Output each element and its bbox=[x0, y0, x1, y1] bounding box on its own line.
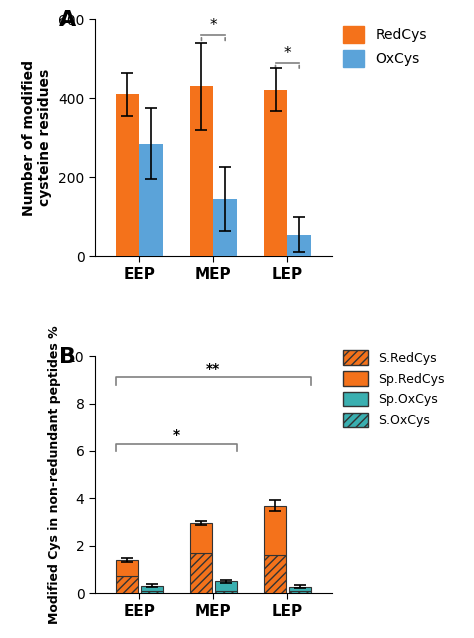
Text: A: A bbox=[59, 10, 76, 29]
Bar bbox=[116, 94, 139, 256]
Bar bbox=[264, 505, 286, 555]
Bar bbox=[190, 523, 212, 554]
Bar bbox=[190, 86, 213, 256]
Bar bbox=[116, 576, 138, 593]
Bar bbox=[215, 591, 237, 593]
Bar bbox=[289, 591, 311, 593]
Text: *: * bbox=[283, 46, 291, 61]
Bar bbox=[287, 235, 311, 256]
Y-axis label: Modified Cys in non-redundant peptides %: Modified Cys in non-redundant peptides % bbox=[48, 325, 61, 624]
Legend: RedCys, OxCys: RedCys, OxCys bbox=[344, 26, 427, 67]
Bar bbox=[215, 581, 237, 591]
Y-axis label: Number of modified
cysteine residues: Number of modified cysteine residues bbox=[22, 60, 53, 216]
Bar bbox=[141, 591, 163, 593]
Bar bbox=[116, 560, 138, 576]
Bar bbox=[289, 587, 311, 591]
Bar bbox=[190, 554, 212, 593]
Bar bbox=[139, 144, 163, 256]
Text: **: ** bbox=[206, 362, 220, 376]
Bar bbox=[264, 89, 287, 256]
Bar bbox=[264, 555, 286, 593]
Legend: S.RedCys, Sp.RedCys, Sp.OxCys, S.OxCys: S.RedCys, Sp.RedCys, Sp.OxCys, S.OxCys bbox=[343, 350, 444, 427]
Bar bbox=[141, 586, 163, 591]
Text: *: * bbox=[210, 18, 217, 33]
Bar bbox=[213, 199, 237, 256]
Text: *: * bbox=[173, 428, 180, 442]
Text: B: B bbox=[59, 346, 76, 367]
